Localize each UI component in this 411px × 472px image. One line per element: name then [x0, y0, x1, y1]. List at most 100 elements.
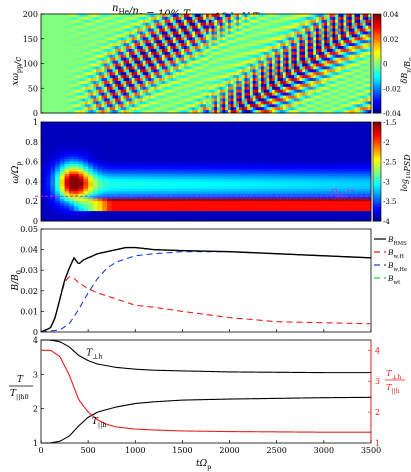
field-cell — [343, 92, 347, 96]
spectrum-cell — [45, 122, 51, 125]
field-cell — [305, 14, 309, 18]
field-cell — [197, 31, 201, 35]
spectrum-cell — [69, 203, 75, 207]
field-cell — [134, 43, 138, 47]
field-cell — [82, 51, 86, 56]
field-cell — [140, 16, 144, 21]
colorbar-swatch — [373, 59, 381, 63]
field-cell — [178, 104, 182, 108]
field-cell — [225, 78, 229, 82]
field-cell — [255, 92, 259, 96]
field-cell — [225, 37, 229, 41]
spectrum-cell — [59, 173, 65, 177]
spectrum-cell — [97, 183, 103, 187]
field-cell — [296, 57, 300, 61]
field-cell — [340, 92, 344, 96]
field-cell — [74, 37, 78, 41]
field-cell — [60, 19, 64, 24]
field-cell — [46, 40, 50, 44]
field-cell — [321, 46, 325, 50]
field-cell — [239, 46, 243, 50]
field-cell — [156, 37, 160, 41]
field-cell — [52, 40, 56, 44]
field-cell — [82, 40, 86, 44]
field-cell — [346, 66, 350, 70]
field-cell — [178, 72, 182, 76]
field-cell — [115, 80, 119, 85]
field-cell — [214, 63, 218, 67]
field-cell — [252, 72, 256, 76]
field-cell — [247, 86, 251, 91]
field-cell — [189, 16, 193, 21]
field-cell — [112, 19, 116, 24]
field-cell — [82, 78, 86, 82]
field-cell — [54, 66, 58, 70]
field-cell — [261, 80, 265, 85]
field-cell — [192, 86, 196, 91]
field-cell — [291, 25, 295, 29]
spectrum-cell — [125, 161, 131, 165]
field-cell — [142, 107, 146, 111]
field-cell — [60, 16, 64, 21]
field-cell — [79, 66, 83, 70]
field-cell — [145, 89, 149, 94]
field-cell — [305, 34, 309, 38]
field-cell — [346, 86, 350, 91]
field-cell — [184, 101, 188, 105]
field-cell — [280, 28, 284, 32]
field-cell — [302, 78, 306, 82]
field-cell — [329, 110, 333, 114]
spectrum-cell — [83, 181, 89, 185]
field-cell — [316, 34, 320, 38]
field-cell — [41, 51, 45, 56]
field-cell — [142, 43, 146, 47]
panel-field-heatmap: 050100150200xωpp/c0.040.020-0.02-0.04δBy… — [11, 10, 411, 118]
field-cell — [156, 104, 160, 108]
field-cell — [228, 107, 232, 111]
field-cell — [230, 40, 234, 44]
spectrum-cell — [135, 161, 141, 165]
field-cell — [140, 48, 144, 53]
spectrum-cell — [125, 196, 131, 200]
field-cell — [192, 14, 196, 18]
field-cell — [351, 104, 355, 108]
field-cell — [145, 57, 149, 61]
spectrum-cell — [121, 144, 127, 148]
spectrum-cell — [92, 141, 98, 145]
spectrum-cell — [74, 134, 80, 138]
field-cell — [349, 69, 353, 73]
spectrum-cell — [116, 166, 122, 170]
field-cell — [302, 69, 306, 73]
field-cell — [189, 43, 193, 47]
field-cell — [200, 95, 204, 99]
field-cell — [329, 48, 333, 53]
spectrum-cell — [74, 196, 80, 200]
spectrum-cell — [45, 164, 51, 167]
field-cell — [332, 78, 336, 82]
spectrum-cell — [74, 156, 80, 160]
field-cell — [261, 75, 265, 79]
spectrum-cell — [125, 213, 131, 217]
field-cell — [82, 69, 86, 73]
field-cell — [296, 28, 300, 32]
panel-spectrum-heatmap: 00.20.40.60.81ω/ΩpΩHe2+-1.5-2-2.5-3-3.5-… — [11, 118, 411, 226]
field-cell — [85, 28, 89, 32]
field-cell — [142, 78, 146, 82]
field-cell — [266, 34, 270, 38]
field-cell — [214, 54, 218, 59]
field-cell — [173, 95, 177, 99]
field-cell — [109, 43, 113, 47]
field-cell — [283, 83, 287, 88]
field-cell — [85, 75, 89, 79]
field-cell — [258, 54, 262, 59]
field-cell — [346, 48, 350, 53]
field-cell — [368, 25, 372, 29]
field-cell — [57, 14, 61, 18]
spectrum-cell — [107, 173, 113, 177]
spectrum-cell — [97, 159, 103, 163]
spectrum-cell — [92, 218, 98, 222]
field-cell — [318, 83, 322, 88]
field-cell — [316, 78, 320, 82]
spectrum-cell — [111, 159, 117, 163]
field-cell — [222, 69, 226, 73]
